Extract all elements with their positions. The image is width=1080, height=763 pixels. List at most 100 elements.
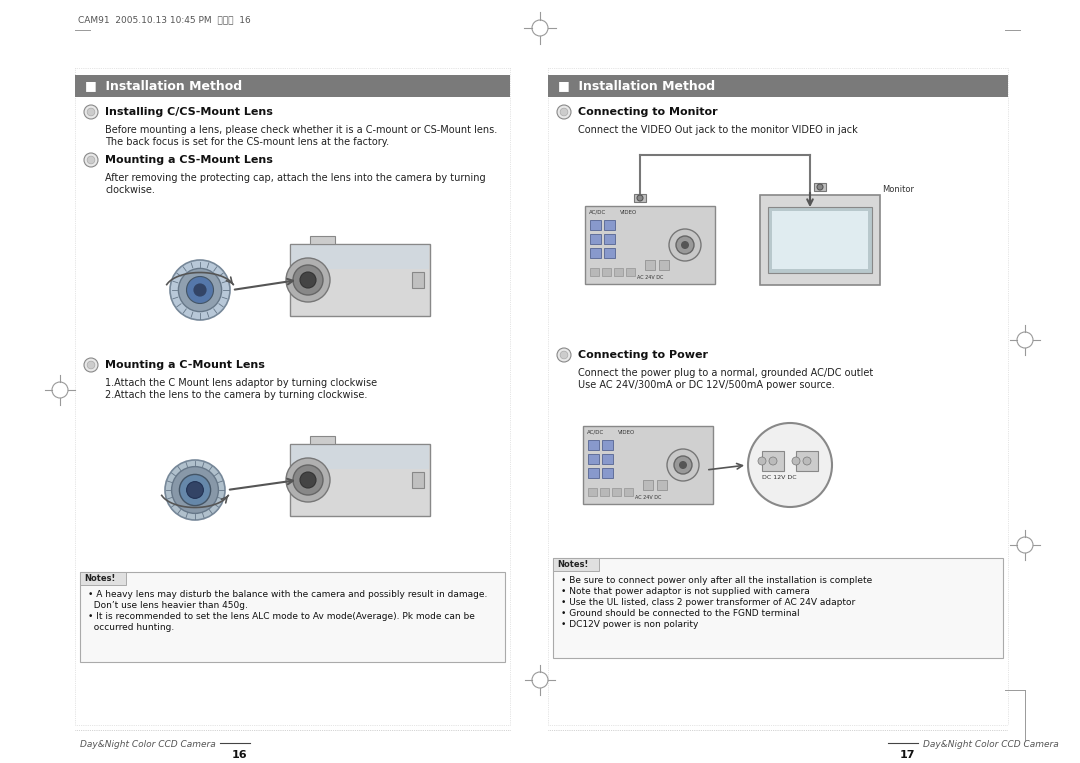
Bar: [602, 268, 611, 276]
Bar: [588, 488, 597, 496]
Text: AC 24V DC: AC 24V DC: [635, 495, 661, 500]
Circle shape: [300, 472, 316, 488]
Bar: [760, 195, 880, 285]
Text: CAM91  2005.10.13 10:45 PM  페이지  16: CAM91 2005.10.13 10:45 PM 페이지 16: [78, 15, 251, 24]
Text: Connecting to Monitor: Connecting to Monitor: [578, 107, 717, 117]
Text: 1.Attach the C Mount lens adaptor by turning clockwise: 1.Attach the C Mount lens adaptor by tur…: [105, 378, 377, 388]
Circle shape: [804, 457, 811, 465]
Circle shape: [178, 269, 221, 311]
Circle shape: [557, 348, 571, 362]
Bar: [600, 488, 609, 496]
Bar: [768, 207, 872, 273]
Text: ■  Installation Method: ■ Installation Method: [85, 79, 242, 92]
Text: • DC12V power is non polarity: • DC12V power is non polarity: [561, 620, 699, 629]
Bar: [762, 451, 784, 471]
Circle shape: [187, 481, 203, 498]
Text: Day&Night Color CCD Camera: Day&Night Color CCD Camera: [80, 740, 216, 749]
Circle shape: [557, 105, 571, 119]
Text: AC/DC: AC/DC: [589, 210, 606, 215]
Bar: [604, 234, 615, 244]
Circle shape: [84, 105, 98, 119]
Bar: [411, 272, 424, 288]
Text: Installing C/CS-Mount Lens: Installing C/CS-Mount Lens: [105, 107, 273, 117]
Bar: [814, 183, 826, 191]
Circle shape: [637, 195, 643, 201]
Bar: [588, 468, 599, 478]
Text: AC/DC: AC/DC: [588, 430, 604, 435]
Circle shape: [193, 283, 206, 297]
Bar: [548, 75, 1008, 97]
Bar: [590, 220, 600, 230]
Text: Mounting a CS-Mount Lens: Mounting a CS-Mount Lens: [105, 155, 273, 165]
Text: • Note that power adaptor is not supplied with camera: • Note that power adaptor is not supplie…: [561, 587, 810, 596]
Text: Connecting to Power: Connecting to Power: [578, 350, 708, 360]
Bar: [588, 454, 599, 464]
Bar: [291, 245, 429, 269]
Bar: [291, 445, 429, 469]
Circle shape: [816, 184, 823, 190]
Text: Connect the VIDEO Out jack to the monitor VIDEO in jack: Connect the VIDEO Out jack to the monito…: [578, 125, 858, 135]
Bar: [590, 234, 600, 244]
Bar: [553, 558, 1003, 658]
Bar: [291, 244, 430, 316]
Circle shape: [769, 457, 777, 465]
Bar: [411, 472, 424, 488]
Text: Day&Night Color CCD Camera: Day&Night Color CCD Camera: [923, 740, 1058, 749]
Circle shape: [293, 465, 323, 495]
Circle shape: [667, 449, 699, 481]
Text: VIDEO: VIDEO: [620, 210, 637, 215]
Text: Don’t use lens heavier than 450g.: Don’t use lens heavier than 450g.: [87, 601, 248, 610]
Text: Before mounting a lens, please check whether it is a C-mount or CS-Mount lens.: Before mounting a lens, please check whe…: [105, 125, 497, 135]
Bar: [80, 572, 505, 662]
Bar: [604, 220, 615, 230]
Bar: [643, 480, 653, 490]
Circle shape: [179, 475, 211, 506]
Circle shape: [165, 460, 225, 520]
Text: 16: 16: [232, 750, 247, 760]
Text: The back focus is set for the CS-mount lens at the factory.: The back focus is set for the CS-mount l…: [105, 137, 389, 147]
Text: Monitor: Monitor: [882, 185, 914, 195]
Text: clockwise.: clockwise.: [105, 185, 154, 195]
Bar: [75, 75, 510, 97]
Text: After removing the protecting cap, attach the lens into the camera by turning: After removing the protecting cap, attac…: [105, 173, 486, 183]
Circle shape: [561, 108, 568, 116]
Circle shape: [679, 461, 687, 469]
Circle shape: [300, 272, 316, 288]
Bar: [624, 488, 633, 496]
Bar: [612, 488, 621, 496]
Circle shape: [170, 260, 230, 320]
Text: ■  Installation Method: ■ Installation Method: [558, 79, 715, 92]
Bar: [590, 248, 600, 258]
Circle shape: [758, 457, 766, 465]
Circle shape: [87, 108, 95, 116]
Text: Connect the power plug to a normal, grounded AC/DC outlet: Connect the power plug to a normal, grou…: [578, 368, 874, 378]
Bar: [796, 451, 818, 471]
Circle shape: [172, 467, 218, 513]
Circle shape: [293, 265, 323, 295]
Text: Use AC 24V/300mA or DC 12V/500mA power source.: Use AC 24V/300mA or DC 12V/500mA power s…: [578, 380, 835, 390]
Bar: [645, 260, 654, 270]
Bar: [310, 436, 335, 444]
Bar: [615, 268, 623, 276]
Text: Mounting a C-Mount Lens: Mounting a C-Mount Lens: [105, 360, 265, 370]
Circle shape: [676, 236, 694, 254]
Text: Notes!: Notes!: [84, 574, 116, 583]
Bar: [602, 440, 613, 450]
Bar: [626, 268, 635, 276]
Bar: [590, 268, 599, 276]
Text: • Use the UL listed, class 2 power transformer of AC 24V adaptor: • Use the UL listed, class 2 power trans…: [561, 598, 855, 607]
Text: occurred hunting.: occurred hunting.: [87, 623, 174, 632]
Bar: [80, 572, 126, 585]
Text: DC 12V DC: DC 12V DC: [762, 475, 797, 480]
Circle shape: [792, 457, 800, 465]
Circle shape: [187, 276, 214, 304]
Circle shape: [286, 258, 330, 302]
Text: AC 24V DC: AC 24V DC: [637, 275, 663, 280]
Circle shape: [87, 361, 95, 369]
Text: VIDEO: VIDEO: [618, 430, 635, 435]
Bar: [553, 558, 599, 571]
Circle shape: [286, 458, 330, 502]
Circle shape: [681, 241, 689, 249]
Bar: [310, 236, 335, 244]
Circle shape: [87, 156, 95, 164]
